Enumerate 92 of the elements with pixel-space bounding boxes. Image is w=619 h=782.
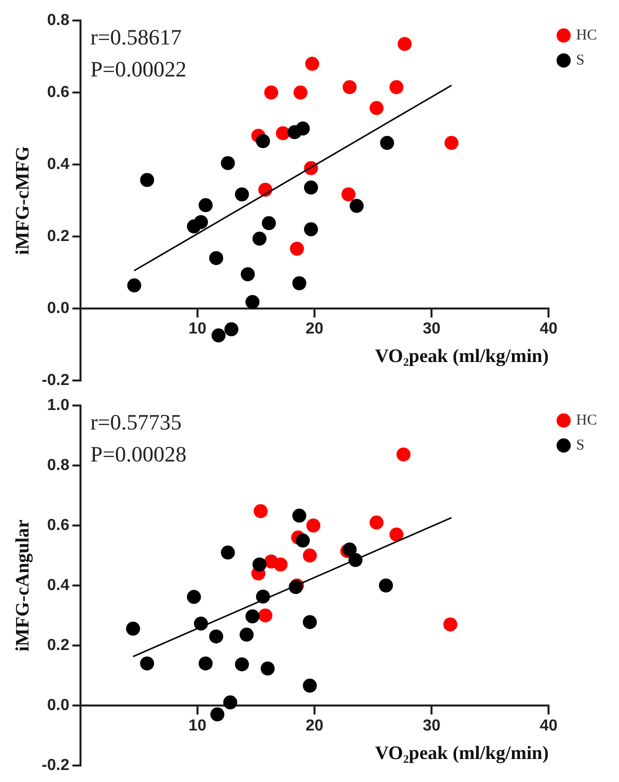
- point: [290, 242, 304, 256]
- point: [306, 518, 320, 533]
- x-tick-label: 40: [540, 717, 558, 734]
- point: [252, 232, 266, 246]
- point: [140, 656, 154, 670]
- point: [264, 554, 278, 569]
- y-tick-label: -0.2: [42, 372, 70, 389]
- point: [380, 136, 394, 150]
- point: [262, 216, 276, 230]
- y-tick-label: 0.2: [47, 636, 70, 654]
- point: [223, 695, 238, 710]
- point: [292, 508, 306, 523]
- point: [264, 86, 278, 100]
- point: [304, 180, 318, 195]
- point: [296, 534, 310, 548]
- y-tick-label: 0.4: [47, 156, 70, 173]
- point: [370, 101, 384, 116]
- point: [209, 251, 224, 266]
- y-tick-label: 0.2: [47, 228, 70, 245]
- legend-label: HC: [576, 412, 598, 428]
- point: [443, 617, 458, 632]
- y-tick-label: 0.8: [47, 456, 70, 474]
- x-axis-title: VO₂peak (ml/kg/min): [374, 346, 549, 367]
- point: [305, 56, 320, 71]
- y-tick-label: -0.2: [42, 756, 70, 774]
- point: [220, 546, 235, 560]
- x-axis-title: VO₂peak (ml/kg/min): [374, 742, 549, 764]
- point: [212, 328, 226, 342]
- y-tick-label: 0.4: [47, 576, 70, 594]
- point: [389, 528, 404, 542]
- point: [240, 628, 254, 642]
- point: [224, 322, 238, 336]
- point: [389, 80, 404, 94]
- point: [234, 657, 249, 672]
- x-tick-label: 20: [306, 320, 324, 338]
- x-tick-label: 40: [540, 320, 558, 338]
- point: [370, 516, 384, 530]
- point: [302, 678, 317, 693]
- y-tick-label: 1.0: [47, 397, 70, 414]
- point: [398, 36, 412, 51]
- point: [378, 578, 393, 592]
- point: [276, 126, 290, 140]
- y-tick-label: 0.0: [47, 696, 70, 714]
- y-tick-label: 0.6: [47, 516, 70, 534]
- point: [293, 86, 308, 100]
- x-tick-label: 10: [188, 717, 206, 734]
- point: [140, 172, 154, 187]
- point: [258, 608, 272, 622]
- point: [342, 542, 357, 557]
- y-tick-label: 0.0: [47, 300, 70, 317]
- y-tick-label: 0.8: [47, 12, 70, 30]
- point: [296, 122, 310, 136]
- x-tick-label: 30: [422, 717, 441, 734]
- point: [234, 187, 249, 202]
- x-tick-label: 20: [306, 717, 324, 734]
- point: [220, 156, 235, 170]
- y-axis-title: iMFG-cAngular: [12, 518, 34, 652]
- point: [341, 187, 356, 202]
- point: [292, 276, 306, 290]
- point: [245, 294, 260, 309]
- point: [302, 548, 317, 563]
- annotation: P=0.00022: [90, 56, 187, 82]
- point: [396, 447, 410, 462]
- annotation: P=0.00028: [90, 442, 187, 467]
- legend-label: S: [576, 52, 585, 68]
- legend-label: HC: [576, 27, 598, 44]
- annotation: r=0.57735: [90, 410, 182, 435]
- annotation: r=0.58617: [90, 24, 182, 50]
- y-axis-title: iMFG-cMFG: [12, 146, 34, 255]
- point: [444, 136, 458, 150]
- point: [256, 134, 270, 148]
- point: [254, 504, 268, 518]
- legend-label: S: [576, 437, 585, 454]
- point: [209, 629, 224, 644]
- point: [198, 198, 213, 212]
- point: [194, 215, 208, 230]
- point: [252, 558, 266, 572]
- point: [126, 622, 140, 636]
- point: [186, 590, 201, 604]
- x-tick-label: 10: [188, 320, 206, 338]
- point: [350, 198, 364, 213]
- point: [240, 267, 255, 282]
- point: [210, 707, 224, 722]
- point: [302, 615, 317, 630]
- x-tick-label: 30: [422, 320, 441, 338]
- y-tick-label: 0.6: [47, 84, 70, 101]
- point: [127, 278, 142, 292]
- point: [245, 609, 260, 624]
- point: [198, 656, 213, 670]
- point: [304, 222, 318, 236]
- point: [342, 80, 357, 94]
- point: [260, 662, 275, 676]
